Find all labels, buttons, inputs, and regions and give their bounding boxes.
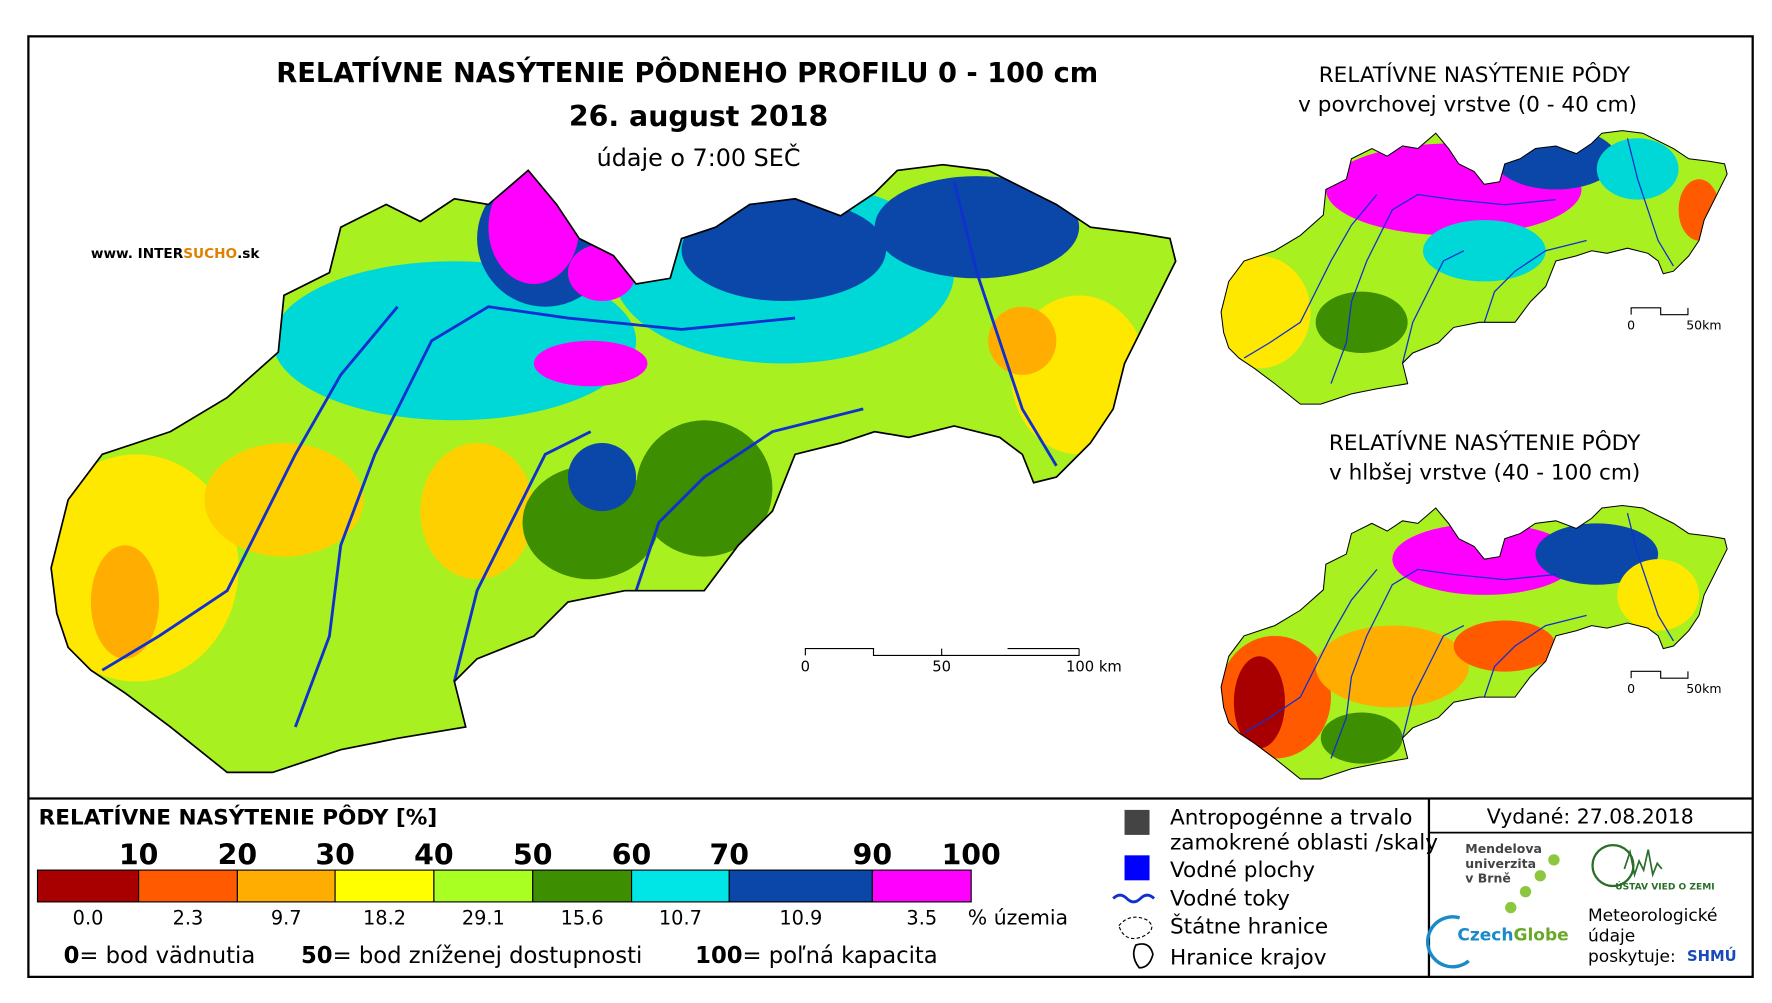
logo-text: SHMÚ [1687,947,1737,965]
class-bound-label: 50 [513,838,553,871]
symbol-river [1112,893,1156,904]
share-label: 3.5 [906,907,937,930]
scale-label: 0 [801,658,810,675]
note-value: 100 [695,943,742,969]
logo-text: CzechGlobe [1457,926,1568,946]
class-box [630,869,730,903]
logo-text: univerzita [1465,856,1536,871]
symbol-label: Vodné toky [1170,886,1290,911]
website-part: SUCHO [183,246,237,262]
scale-label: 50km [1686,317,1721,332]
inset-subtitle: v hlbšej vrstve (40 - 100 cm) [1329,460,1640,485]
symbol-border [1118,916,1153,940]
note: 100= poľná kapacita [695,943,938,969]
scale-label: 50 [932,658,951,675]
symbol-label: Vodné plochy [1170,858,1315,883]
legend-title: RELATÍVNE NASÝTENIE PÔDY [%] [39,805,438,831]
note-value: 50 [301,943,333,969]
scale-bar [1630,307,1689,316]
legend-classes: 0.0 2.3 9.7 18.2 29.1 15.6 10.7 10.9 3.5 10 20 30 40… [36,838,1001,930]
share-label: 15.6 [561,907,604,930]
scale-bar [1630,670,1689,679]
class-bound-label: 10 [119,838,159,871]
shares-unit: % územia [968,906,1068,930]
class-box [138,869,238,903]
class-box [871,869,972,903]
logos: Mendelova univerzita v Brně CzechGlobe Ú… [1426,841,1737,969]
inset-subtitle: v povrchovej vrstve (0 - 40 cm) [1298,92,1637,117]
symbol-label: zamokrené oblasti /skaly [1170,831,1438,856]
website-part: .sk [237,246,260,262]
map-title: RELATÍVNE NASÝTENIE PÔDNEHO PROFILU 0 - … [276,57,1098,89]
scale-bar [804,648,1080,656]
logo-text: Czech [1457,926,1513,946]
scale-label: 0 [1627,681,1635,696]
symbol-label: Hranice krajov [1170,945,1327,970]
share-label: 10.7 [659,907,702,930]
logo-text: Globe [1513,926,1568,946]
map-date: 26. august 2018 [569,100,828,133]
class-bound-label: 100 [942,838,1001,871]
issued: Vydané: 27.08.2018 [1487,805,1694,829]
inset-title: RELATÍVNE NASÝTENIE PÔDY [1329,430,1641,456]
class-bound-label: 30 [315,838,355,871]
symbol-water [1124,855,1150,881]
logo-text: údaje [1588,927,1635,947]
class-bound-label: 70 [709,838,749,871]
symbol-label: Antropogénne a trvalo [1170,806,1412,831]
share-label: 18.2 [363,907,406,930]
symbol-anthropogenic [1124,809,1150,835]
share-label: 0.0 [73,907,104,930]
logo-text: poskytuje: [1588,947,1676,967]
class-bound-label: 20 [218,838,258,871]
share-label: 9.7 [271,907,302,930]
class-box [433,869,534,903]
logo-text: ÚSTAV VIED O ZEMI [1615,880,1714,892]
symbol-label: Štátne hranice [1170,914,1328,940]
scale-label: 50km [1686,681,1721,696]
class-bound-label: 60 [612,838,652,871]
class-box [236,869,336,903]
website-part: www. INTER [91,246,184,262]
share-label: 10.9 [779,907,822,930]
class-bound-label: 90 [853,838,893,871]
class-bound-label: 40 [414,838,454,871]
logo-text: Meteorologické [1588,906,1717,926]
class-box [532,869,633,903]
note-text: = bod vädnutia [79,943,255,969]
note-text: = bod zníženej dostupnosti [333,943,643,969]
scale-label: 0 [1627,317,1635,332]
scale-label: 100 km [1066,658,1122,675]
logo-text: v Brně [1465,871,1511,886]
class-box [334,869,435,903]
note-value: 0 [64,943,80,969]
class-box [728,869,873,903]
share-label: 2.3 [173,907,204,930]
share-label: 29.1 [462,907,505,930]
note-text: = poľná kapacita [743,943,938,969]
logo-text: Mendelova [1465,841,1542,856]
symbol-region [1132,943,1154,969]
note: 50= bod zníženej dostupnosti [301,943,642,969]
class-box [36,869,140,903]
note: 0= bod vädnutia [64,943,256,969]
website: www. INTERSUCHO.sk [91,246,261,262]
time-note: údaje o 7:00 SEČ [597,144,801,172]
inset-title: RELATÍVNE NASÝTENIE PÔDY [1319,62,1631,88]
